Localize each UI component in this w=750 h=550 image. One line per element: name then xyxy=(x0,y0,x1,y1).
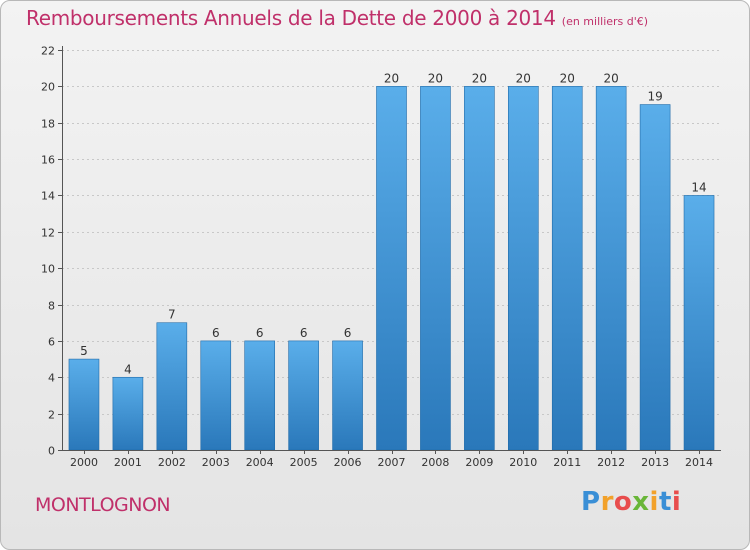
brand-letter: t xyxy=(658,487,672,517)
brand-letter: r xyxy=(600,487,614,517)
brand-letter: i xyxy=(649,487,659,517)
x-tick-label: 2010 xyxy=(509,456,537,469)
bar xyxy=(464,86,495,451)
data-label: 19 xyxy=(647,90,662,104)
brand-letter: i xyxy=(671,487,682,517)
data-label: 7 xyxy=(168,308,176,322)
data-label: 6 xyxy=(256,326,264,340)
y-tick-label: 18 xyxy=(41,118,55,131)
brand-letter: P xyxy=(581,487,601,517)
x-tick-label: 2005 xyxy=(290,456,318,469)
data-label: 20 xyxy=(428,71,443,85)
brand-letter: x xyxy=(632,487,650,517)
x-tick-label: 2002 xyxy=(158,456,186,469)
x-tick-label: 2004 xyxy=(246,456,274,469)
commune-name: MONTLOGNON xyxy=(35,494,171,516)
bar xyxy=(551,86,583,451)
y-tick-label: 20 xyxy=(41,81,55,94)
data-label: 6 xyxy=(212,326,220,340)
bar xyxy=(420,86,451,451)
x-tick-label: 2007 xyxy=(378,456,406,469)
x-tick-label: 2003 xyxy=(202,456,230,469)
data-label: 4 xyxy=(124,362,132,376)
y-tick-label: 12 xyxy=(41,227,55,240)
bar xyxy=(683,195,715,451)
data-label: 6 xyxy=(300,326,308,340)
bar xyxy=(288,340,319,451)
data-label: 14 xyxy=(691,180,706,194)
data-label: 20 xyxy=(384,71,399,85)
y-tick-label: 14 xyxy=(41,190,55,203)
x-tick-label: 2000 xyxy=(70,456,98,469)
bar xyxy=(595,86,627,451)
bar xyxy=(332,340,363,451)
x-tick-label: 2006 xyxy=(334,456,362,469)
x-tick-label: 2013 xyxy=(641,456,669,469)
bar xyxy=(244,340,275,451)
bar xyxy=(112,376,144,451)
y-tick-label: 0 xyxy=(48,445,55,458)
data-label: 20 xyxy=(560,71,575,85)
bar xyxy=(639,104,671,451)
data-label: 20 xyxy=(516,71,531,85)
x-tick-label: 2009 xyxy=(465,456,493,469)
chart-subtitle: (en milliers d'€) xyxy=(561,15,649,28)
y-tick-label: 6 xyxy=(48,336,55,349)
bar xyxy=(200,340,232,451)
y-tick-label: 2 xyxy=(48,409,55,422)
x-tick-label: 2008 xyxy=(421,456,449,469)
data-label: 6 xyxy=(344,326,352,340)
brand-letter: o xyxy=(613,487,633,517)
x-tick-label: 2012 xyxy=(597,456,625,469)
y-tick-label: 4 xyxy=(48,372,55,385)
y-tick-label: 10 xyxy=(41,263,55,276)
y-tick-label: 8 xyxy=(48,300,55,313)
bar xyxy=(156,322,188,451)
y-tick-label: 16 xyxy=(41,154,55,167)
bar xyxy=(68,358,100,451)
bar xyxy=(507,86,539,451)
chart-title-text: Remboursements Annuels de la Dette de 20… xyxy=(26,6,556,30)
data-label: 20 xyxy=(604,71,619,85)
chart-title: Remboursements Annuels de la Dette de 20… xyxy=(26,6,648,30)
bar xyxy=(376,86,407,451)
proxiti-logo: Proxiti xyxy=(581,487,681,517)
y-tick-label: 22 xyxy=(41,45,55,58)
x-tick-label: 2001 xyxy=(114,456,142,469)
data-label: 5 xyxy=(80,344,88,358)
x-tick-label: 2014 xyxy=(685,456,713,469)
x-tick-label: 2011 xyxy=(553,456,581,469)
data-label: 20 xyxy=(472,71,487,85)
